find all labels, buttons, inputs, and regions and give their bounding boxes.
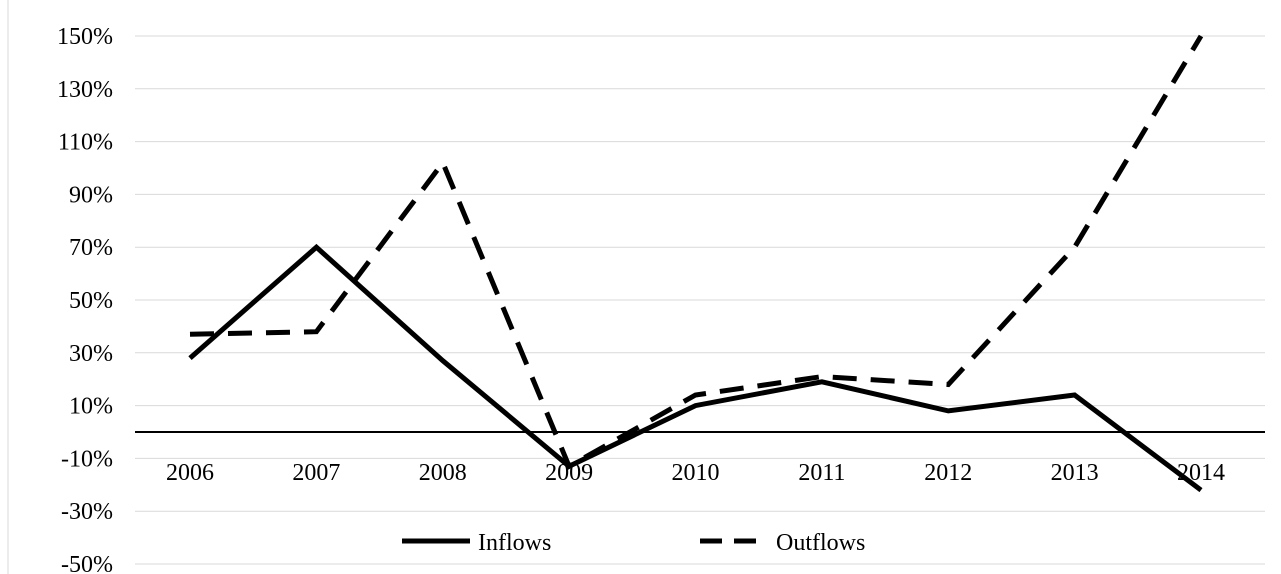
data-point-outflows xyxy=(946,382,951,387)
x-axis-tick-labels: 2006 2007 2008 2009 2010 2011 2012 2013 2014 xyxy=(166,460,1225,486)
y-tick-label: 90% xyxy=(69,182,113,208)
y-tick-label: -50% xyxy=(61,552,113,574)
data-point-inflows xyxy=(314,245,319,250)
x-tick-label: 2006 xyxy=(166,460,214,486)
gridlines xyxy=(7,0,1265,574)
y-tick-label: 130% xyxy=(57,77,113,103)
legend-label-inflows: Inflows xyxy=(478,530,551,556)
legend: Inflows Outflows xyxy=(402,530,865,556)
y-tick-label: 50% xyxy=(69,288,113,314)
data-point-outflows xyxy=(1199,34,1204,39)
y-tick-label: -10% xyxy=(61,446,113,472)
y-axis-tick-labels: 150% 130% 110% 90% 70% 50% 30% 10% -10% -30% -50% xyxy=(57,24,113,574)
x-tick-label: 2013 xyxy=(1051,460,1099,486)
data-point-outflows xyxy=(314,329,319,334)
x-tick-label: 2014 xyxy=(1177,460,1225,486)
data-point-inflows xyxy=(188,356,193,361)
series-lines xyxy=(188,34,1204,493)
x-tick-label: 2011 xyxy=(798,460,845,486)
data-point-outflows xyxy=(1072,245,1077,250)
data-point-outflows xyxy=(819,374,824,379)
data-point-inflows xyxy=(946,408,951,413)
series-line-inflows xyxy=(188,243,1203,493)
data-point-outflows xyxy=(440,160,445,165)
legend-label-outflows: Outflows xyxy=(776,530,865,556)
y-tick-label: 150% xyxy=(57,24,113,50)
data-point-outflows xyxy=(188,332,193,337)
data-point-inflows xyxy=(440,358,445,363)
data-point-inflows xyxy=(1072,393,1077,398)
y-tick-label: 30% xyxy=(69,341,113,367)
y-tick-label: -30% xyxy=(61,499,113,525)
y-tick-label: 110% xyxy=(58,130,113,156)
x-tick-label: 2008 xyxy=(419,460,467,486)
y-tick-label: 10% xyxy=(69,394,113,420)
y-tick-label: 70% xyxy=(69,235,113,261)
data-point-outflows xyxy=(693,393,698,398)
data-point-inflows xyxy=(1199,488,1204,493)
x-tick-label: 2010 xyxy=(672,460,720,486)
data-point-outflows xyxy=(567,464,572,469)
x-tick-label: 2007 xyxy=(292,460,340,486)
data-point-inflows xyxy=(819,379,824,384)
x-tick-label: 2012 xyxy=(924,460,972,486)
data-point-inflows xyxy=(693,403,698,408)
series-line-outflows xyxy=(189,34,1204,470)
